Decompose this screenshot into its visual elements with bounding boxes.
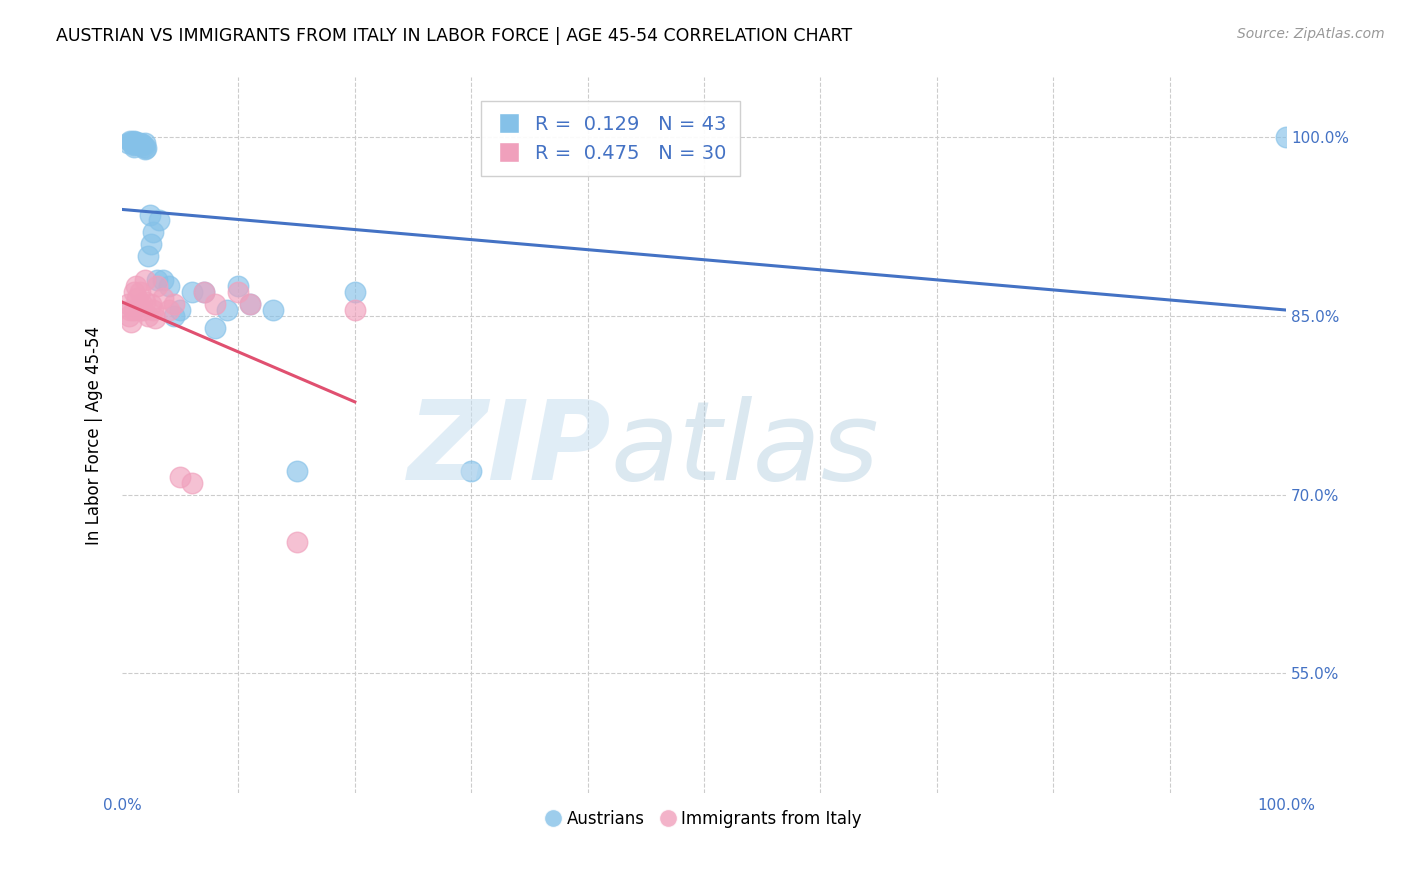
Point	[193, 285, 215, 299]
Point	[132, 302, 155, 317]
Point	[122, 139, 145, 153]
Point	[127, 137, 149, 152]
Point	[134, 139, 156, 153]
Point	[163, 309, 186, 323]
Point	[117, 136, 139, 150]
Point	[127, 291, 149, 305]
Point	[128, 302, 150, 317]
Point	[134, 136, 156, 150]
Point	[1275, 130, 1298, 145]
Point	[157, 302, 180, 317]
Point	[122, 135, 145, 149]
Point	[122, 138, 145, 153]
Text: Source: ZipAtlas.com: Source: ZipAtlas.com	[1237, 27, 1385, 41]
Point	[136, 309, 159, 323]
Point	[122, 136, 145, 150]
Point	[141, 237, 163, 252]
Point	[169, 469, 191, 483]
Point	[285, 464, 308, 478]
Point	[239, 297, 262, 311]
Point	[128, 136, 150, 150]
Point	[163, 297, 186, 311]
Point	[143, 311, 166, 326]
Point	[169, 302, 191, 317]
Point	[142, 226, 165, 240]
Legend: Austrians, Immigrants from Italy: Austrians, Immigrants from Italy	[540, 803, 869, 834]
Point	[228, 279, 250, 293]
Point	[152, 273, 174, 287]
Point	[228, 285, 250, 299]
Point	[204, 297, 226, 311]
Text: AUSTRIAN VS IMMIGRANTS FROM ITALY IN LABOR FORCE | AGE 45-54 CORRELATION CHART: AUSTRIAN VS IMMIGRANTS FROM ITALY IN LAB…	[56, 27, 852, 45]
Point	[180, 285, 202, 299]
Point	[125, 135, 148, 149]
Y-axis label: In Labor Force | Age 45-54: In Labor Force | Age 45-54	[86, 326, 103, 544]
Point	[131, 297, 153, 311]
Point	[131, 137, 153, 152]
Point	[122, 134, 145, 148]
Point	[146, 273, 169, 287]
Point	[122, 285, 145, 299]
Point	[215, 302, 238, 317]
Point	[146, 279, 169, 293]
Point	[120, 302, 142, 317]
Point	[122, 137, 145, 152]
Text: ZIP: ZIP	[408, 396, 610, 503]
Text: atlas: atlas	[610, 396, 880, 503]
Point	[117, 297, 139, 311]
Point	[460, 464, 482, 478]
Point	[132, 138, 155, 153]
Point	[125, 279, 148, 293]
Point	[152, 291, 174, 305]
Point	[121, 135, 143, 149]
Point	[134, 142, 156, 156]
Point	[127, 136, 149, 150]
Point	[148, 213, 170, 227]
Point	[134, 273, 156, 287]
Point	[122, 302, 145, 317]
Point	[128, 137, 150, 152]
Point	[157, 279, 180, 293]
Point	[142, 302, 165, 317]
Point	[120, 134, 142, 148]
Point	[120, 135, 142, 149]
Point	[343, 302, 366, 317]
Point	[129, 138, 152, 153]
Point	[118, 309, 141, 323]
Point	[128, 285, 150, 299]
Point	[204, 320, 226, 334]
Point	[285, 535, 308, 549]
Point	[180, 475, 202, 490]
Point	[141, 297, 163, 311]
Point	[120, 315, 142, 329]
Point	[139, 207, 162, 221]
Point	[193, 285, 215, 299]
Point	[239, 297, 262, 311]
Point	[135, 141, 157, 155]
Point	[136, 249, 159, 263]
Point	[134, 294, 156, 309]
Point	[343, 285, 366, 299]
Point	[262, 302, 284, 317]
